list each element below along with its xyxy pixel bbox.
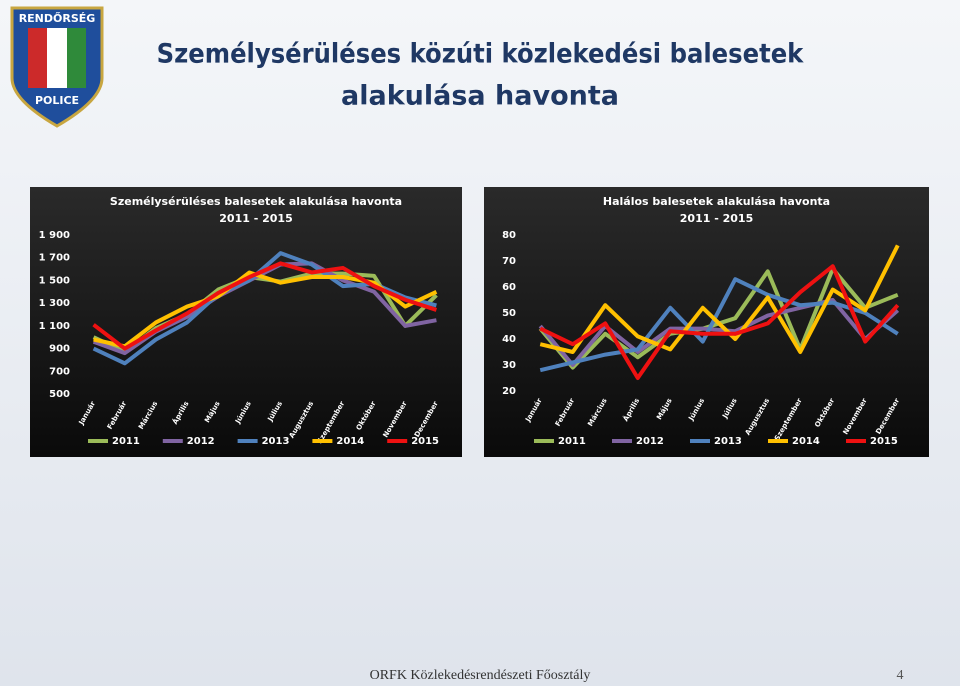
chart: Személysérüléses balesetek alakulása hav… xyxy=(30,187,462,457)
y-tick-label: 1 100 xyxy=(39,321,70,332)
legend-label: 2015 xyxy=(411,436,439,447)
legend-label: 2011 xyxy=(558,436,586,447)
data-line xyxy=(539,264,900,380)
badge: RENDŐRSÉG POLICE xyxy=(10,6,104,128)
chart: Halálos balesetek alakulása havonta 2011 … xyxy=(484,187,929,457)
data-line xyxy=(538,298,900,367)
chart-title: Személysérüléses balesetek alakulása hav… xyxy=(110,195,402,208)
y-tick-label: 40 xyxy=(502,334,516,345)
chart-background xyxy=(484,187,929,457)
slide-title: alakulása havonta xyxy=(341,81,619,112)
y-tick-label: 80 xyxy=(502,230,516,241)
legend-label: 2014 xyxy=(792,436,820,447)
y-tick-label: 50 xyxy=(502,308,516,319)
chart-subtitle: 2011 - 2015 xyxy=(680,212,753,225)
y-tick-label: 1 900 xyxy=(39,230,70,241)
legend-label: 2015 xyxy=(870,436,898,447)
legend-label: 2012 xyxy=(636,436,664,447)
legend-label: 2014 xyxy=(336,436,364,447)
legend-label: 2011 xyxy=(112,436,140,447)
data-line xyxy=(92,261,438,351)
y-tick-label: 60 xyxy=(502,282,516,293)
badge-bottom: POLICE xyxy=(35,94,79,107)
y-tick-label: 20 xyxy=(502,386,516,397)
legend-label: 2013 xyxy=(262,436,290,447)
chart-subtitle: 2011 - 2015 xyxy=(219,212,292,225)
data-line xyxy=(539,277,899,373)
y-tick-label: 500 xyxy=(49,389,70,400)
slide-title: Személysérüléses közúti közlekedési bale… xyxy=(157,39,805,70)
legend-label: 2013 xyxy=(714,436,742,447)
y-tick-label: 1 700 xyxy=(39,253,70,264)
chart-background xyxy=(30,187,462,457)
y-tick-label: 900 xyxy=(49,344,70,355)
y-tick-label: 700 xyxy=(49,366,70,377)
y-tick-label: 1 300 xyxy=(39,298,70,309)
y-tick-label: 1 500 xyxy=(39,275,70,286)
footer: ORFK Közlekedésrendészeti Főosztály xyxy=(370,668,591,683)
badge-top: RENDŐRSÉG xyxy=(19,11,96,25)
chart-title: Halálos balesetek alakulása havonta xyxy=(603,195,830,208)
y-tick-label: 70 xyxy=(502,256,516,267)
data-line xyxy=(539,244,900,354)
page-number: 4 xyxy=(897,668,904,683)
legend-label: 2012 xyxy=(187,436,215,447)
y-tick-label: 30 xyxy=(502,360,516,371)
